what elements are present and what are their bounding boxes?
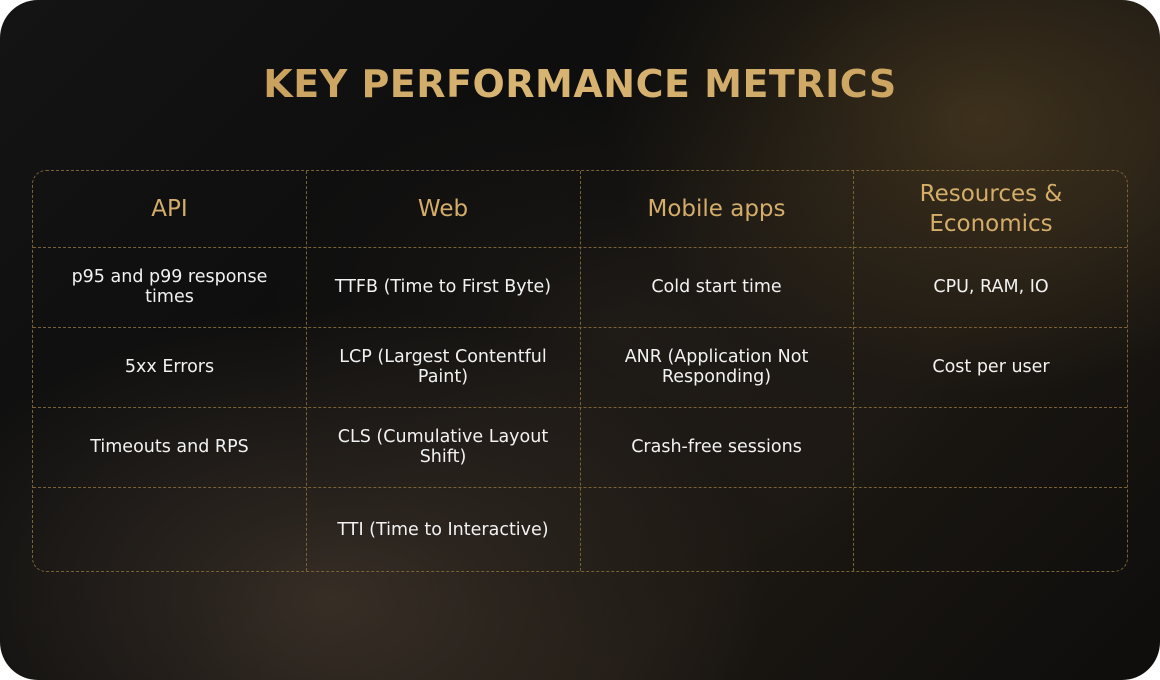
- web-cell-4: TTI (Time to Interactive): [337, 520, 549, 540]
- mobile-cell-4: [580, 487, 853, 573]
- page-title: KEY PERFORMANCE METRICS: [0, 62, 1160, 106]
- metrics-table: API p95 and p99 response times 5xx Error…: [32, 170, 1128, 572]
- mobile-cell-1: Cold start time: [651, 277, 782, 297]
- resources-cell-2: Cost per user: [932, 357, 1050, 377]
- column-divider: [306, 171, 307, 571]
- mobile-cell-2: ANR (Application Not Responding): [624, 347, 809, 387]
- api-cell-3: Timeouts and RPS: [90, 437, 249, 457]
- header-web: Web: [417, 196, 469, 222]
- web-cell-3: CLS (Cumulative Layout Shift): [337, 427, 549, 467]
- web-cell-1: TTFB (Time to First Byte): [334, 277, 552, 297]
- api-cell-1: p95 and p99 response times: [71, 267, 268, 307]
- api-cell-2: 5xx Errors: [124, 357, 215, 377]
- web-cell-2: LCP (Largest Contentful Paint): [339, 347, 547, 387]
- mobile-cell-3: Crash-free sessions: [631, 437, 802, 457]
- resources-cell-1: CPU, RAM, IO: [933, 277, 1049, 297]
- column-divider: [580, 171, 581, 571]
- column-divider: [853, 171, 854, 571]
- header-mobile-apps: Mobile apps: [647, 196, 786, 222]
- header-resources-economics: Resources & Economics: [919, 181, 1063, 237]
- resources-cell-3: [853, 407, 1129, 487]
- api-cell-4: [33, 487, 306, 573]
- header-api: API: [151, 196, 188, 222]
- resources-cell-4: [853, 487, 1129, 573]
